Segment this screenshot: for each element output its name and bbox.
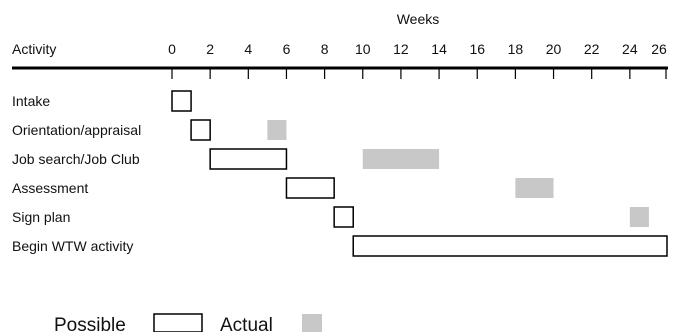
possible-bar xyxy=(171,90,192,112)
tick-label: 14 xyxy=(431,41,447,57)
tick-labels: 0 2 4 6 8 10 12 14 16 18 20 22 24 26 xyxy=(168,41,667,57)
tick-label: 8 xyxy=(321,41,329,57)
legend: Possible Actual xyxy=(54,313,322,332)
tick-marks xyxy=(171,69,667,79)
activity-label: Job search/Job Club xyxy=(12,151,140,167)
possible-bar xyxy=(333,206,354,228)
legend-actual-swatch xyxy=(302,314,322,332)
activity-label: Begin WTW activity xyxy=(12,238,133,254)
possible-bar xyxy=(209,148,288,170)
activity-label: Assessment xyxy=(12,180,88,196)
actual-bar xyxy=(267,120,287,140)
tick-label: 16 xyxy=(469,41,485,57)
tick-label: 24 xyxy=(622,41,638,57)
actual-bar xyxy=(362,149,440,169)
activity-label: Sign plan xyxy=(12,209,70,225)
activity-label: Intake xyxy=(12,93,50,109)
possible-bar xyxy=(190,119,211,141)
tick-label: 4 xyxy=(244,41,252,57)
activity-label: Orientation/appraisal xyxy=(12,122,141,138)
actual-bar xyxy=(515,178,554,198)
activity-header: Activity xyxy=(12,41,56,57)
tick-label: 20 xyxy=(546,41,562,57)
legend-actual-label: Actual xyxy=(220,315,273,332)
activity-rows: Intake Orientation/appraisal Job search/Jo… xyxy=(12,90,668,257)
possible-bar xyxy=(285,177,335,199)
tick-label: 2 xyxy=(206,41,214,57)
tick-label: 12 xyxy=(393,41,409,57)
legend-possible-label: Possible xyxy=(54,315,126,332)
tick-label: 10 xyxy=(355,41,371,57)
x-axis-title: Weeks xyxy=(397,11,440,27)
legend-possible-swatch xyxy=(153,313,203,332)
tick-label: 22 xyxy=(584,41,600,57)
possible-bar xyxy=(352,235,668,257)
tick-label: 18 xyxy=(508,41,524,57)
actual-bar xyxy=(629,207,649,227)
tick-label: 0 xyxy=(168,41,176,57)
tick-label: 6 xyxy=(283,41,291,57)
tick-label: 26 xyxy=(651,41,667,57)
